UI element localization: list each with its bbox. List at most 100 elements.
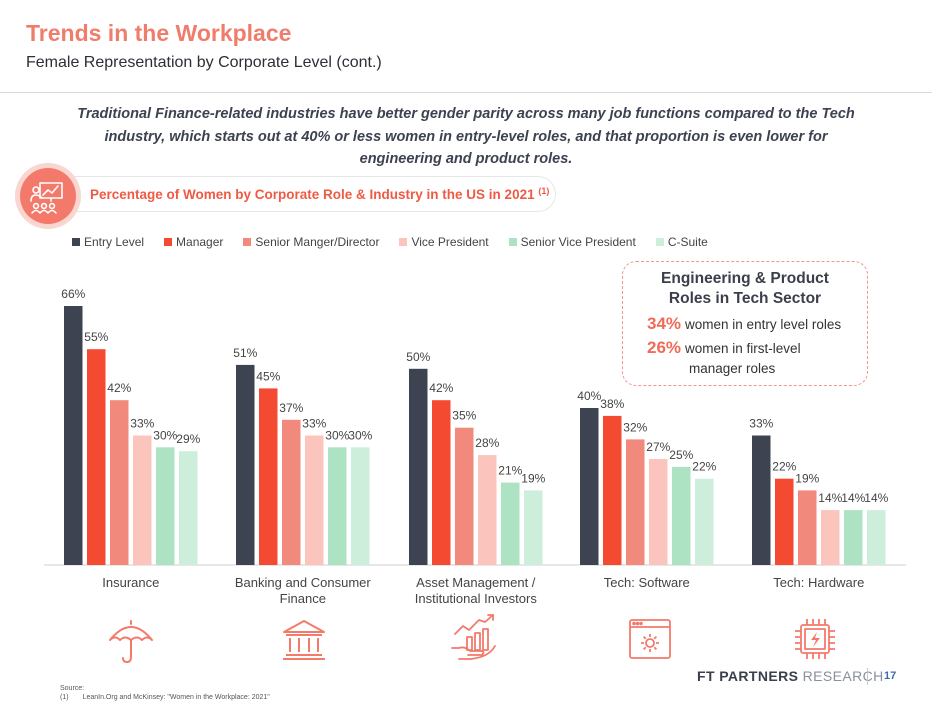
- legend-item: Senior Manger/Director: [243, 234, 379, 250]
- category-label: Insurance: [102, 575, 159, 590]
- legend-item: Manager: [164, 234, 223, 250]
- legend-swatch: [508, 238, 517, 246]
- bar: [351, 447, 370, 565]
- callout-stat-manager: 26% women in first-level: [647, 338, 801, 358]
- callout-box: Engineering & Product Roles in Tech Sect…: [622, 261, 868, 386]
- bar-value-label: 66%: [61, 287, 85, 301]
- bar-value-label: 32%: [623, 420, 647, 434]
- growth-chart-icon: [451, 614, 496, 660]
- lead-line: industry, which starts out at 40% or les…: [104, 128, 828, 145]
- bar-value-label: 14%: [841, 491, 865, 505]
- brand-light: RESEARCH: [802, 668, 884, 684]
- bar: [110, 400, 129, 565]
- bar-value-label: 14%: [864, 491, 888, 505]
- legend-item: C-Suite: [655, 234, 708, 250]
- bar: [282, 419, 301, 565]
- callout-stat-value: 26%: [647, 338, 682, 357]
- bar: [844, 510, 863, 565]
- bar-value-label: 27%: [646, 440, 670, 454]
- bar: [672, 466, 691, 565]
- bar-value-label: 29%: [176, 432, 200, 446]
- bar: [524, 490, 543, 565]
- chart-legend: Entry Level Manager Senior Manger/Director…: [72, 234, 708, 250]
- bar-value-label: 50%: [406, 350, 430, 364]
- bar: [867, 510, 886, 565]
- bar: [432, 400, 451, 565]
- bar-value-label: 21%: [498, 464, 522, 478]
- bar-value-label: 22%: [692, 460, 716, 474]
- legend-label: C-Suite: [667, 235, 708, 249]
- bar-value-label: 30%: [153, 428, 177, 442]
- lead-line: engineering and product roles.: [359, 151, 573, 167]
- bar-value-label: 33%: [302, 417, 326, 431]
- legend-swatch: [243, 238, 252, 246]
- bar-value-label: 35%: [452, 409, 476, 423]
- bar: [798, 490, 817, 565]
- callout-title: Engineering & Product Roles in Tech Sect…: [623, 269, 867, 309]
- legend-item: Senior Vice President: [508, 234, 636, 250]
- bar-value-label: 33%: [130, 417, 154, 431]
- header-divider: [0, 92, 932, 93]
- bar: [626, 439, 645, 565]
- category-label: Tech: Software: [604, 575, 690, 590]
- bar: [478, 455, 497, 565]
- bar-value-label: 40%: [577, 389, 601, 403]
- bar-value-label: 19%: [795, 471, 819, 485]
- source-ref: (1): [60, 694, 69, 701]
- legend-label: Vice President: [411, 235, 489, 249]
- callout-stat-text: women in entry level roles: [685, 317, 842, 332]
- bar: [328, 447, 347, 565]
- bar-value-label: 14%: [818, 491, 842, 505]
- callout-title-line: Roles in Tech Sector: [668, 290, 822, 307]
- bar-value-label: 30%: [325, 428, 349, 442]
- bar: [580, 408, 599, 565]
- category-label: Tech: Hardware: [773, 575, 864, 590]
- category-label: Finance: [280, 591, 326, 606]
- footer-divider: [867, 668, 868, 685]
- software-gear-icon: [629, 619, 671, 659]
- bar-value-label: 28%: [475, 436, 499, 450]
- page-subtitle: Female Representation by Corporate Level…: [26, 54, 382, 71]
- page-number: 17: [884, 670, 897, 682]
- bar-value-label: 30%: [348, 428, 372, 442]
- section-badge: [20, 168, 76, 224]
- presentation-icon: [30, 182, 63, 214]
- callout-stat-text: women in first-level: [685, 341, 801, 356]
- bar: [87, 349, 106, 565]
- legend-label: Manager: [176, 235, 224, 249]
- legend-swatch: [164, 238, 173, 246]
- bar-value-label: 33%: [749, 417, 773, 431]
- legend-swatch: [72, 238, 80, 246]
- section-heading-pill: [74, 176, 556, 212]
- section-heading-text: Percentage of Women by Corporate Role & …: [90, 187, 535, 202]
- bar-value-label: 37%: [279, 401, 303, 415]
- bar: [133, 435, 152, 565]
- bar: [259, 388, 278, 565]
- bar: [501, 482, 520, 565]
- bar-value-label: 19%: [521, 471, 545, 485]
- bar: [179, 451, 198, 565]
- bar: [409, 368, 428, 565]
- category-label: Institutional Investors: [415, 591, 538, 606]
- bar-value-label: 42%: [107, 381, 131, 395]
- bar-value-label: 45%: [256, 369, 280, 383]
- source-entry: (1) LeanIn.Org and McKinsey: "Women in th…: [60, 693, 270, 702]
- legend-label: Senior Vice President: [520, 235, 636, 249]
- legend-swatch: [655, 238, 664, 246]
- bar-value-label: 25%: [669, 448, 693, 462]
- bar-value-label: 51%: [233, 346, 257, 360]
- bar: [305, 435, 324, 565]
- bar: [649, 459, 668, 565]
- bar: [752, 435, 771, 565]
- callout-stat-entry: 34% women in entry level roles: [647, 314, 841, 334]
- bar: [821, 510, 840, 565]
- lead-line: Traditional Finance-related industries h…: [77, 106, 855, 122]
- section-heading: Percentage of Women by Corporate Role & …: [90, 186, 549, 202]
- umbrella-icon: [109, 620, 153, 663]
- legend-label: Entry Level: [84, 235, 145, 249]
- bar-value-label: 38%: [600, 397, 624, 411]
- bar: [455, 427, 474, 565]
- bar: [695, 478, 714, 565]
- source-label: Source:: [60, 685, 85, 692]
- category-label: Asset Management /: [416, 575, 536, 590]
